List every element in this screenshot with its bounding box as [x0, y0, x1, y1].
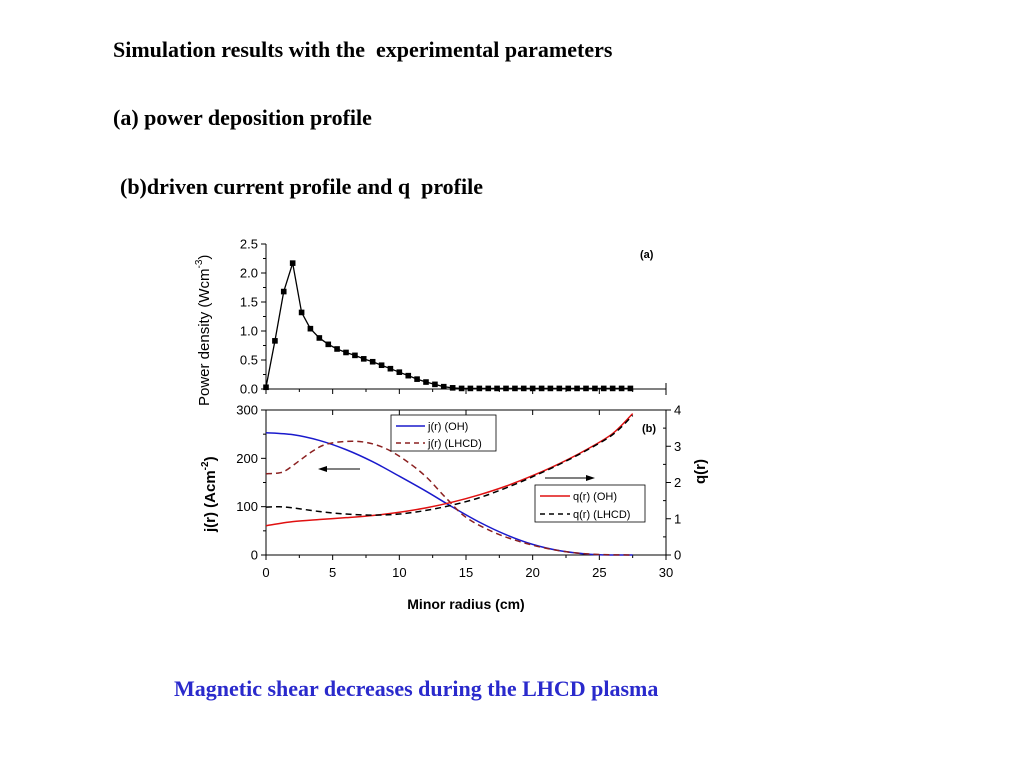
panel-a-data-point: [574, 385, 580, 392]
legend-j: j(r) (OH) j(r) (LHCD): [390, 414, 497, 452]
panel-a-y-axis-label: Power density (Wcm-3): [194, 255, 213, 406]
panel-a-label: (a): [640, 249, 654, 261]
panel-a-data-point: [432, 381, 438, 388]
panel-a-y-label-close: ): [196, 255, 213, 260]
panel-a-y-tick-label: 1.0: [240, 324, 258, 339]
panel-a-data-point: [280, 288, 287, 295]
panel-b-y-label-main: j(r) (Acm: [202, 470, 219, 533]
panel-b-y2-tick-label: 1: [674, 511, 681, 526]
panel-a-data-point: [360, 356, 367, 362]
panel-a-y-label-main: Power density (Wcm: [196, 268, 213, 406]
panel-a-data-point: [405, 372, 412, 379]
panel-a-data-point: [476, 385, 483, 392]
panel-a-data-point: [449, 385, 456, 391]
panel-a-y-tick-label: 2.5: [240, 237, 258, 252]
heading-line-1: Simulation results with the experimental…: [113, 37, 613, 62]
panel-b-x-tick-label: 0: [262, 565, 269, 580]
panel-b-y-label-sup: -2: [200, 461, 211, 470]
panel-b-y-tick-label: 100: [236, 499, 258, 514]
legend-j-lhcd-label: j(r) (LHCD): [427, 438, 482, 450]
panel-a-data-point: [343, 349, 349, 356]
panel-a-data-point: [440, 383, 447, 390]
legend-q-lhcd-label: q(r) (LHCD): [573, 509, 630, 521]
panel-a-data-point: [503, 385, 509, 392]
panel-a-data-point: [334, 346, 340, 352]
panel-a-data-point: [485, 385, 492, 392]
panel-a-data-point: [414, 376, 420, 382]
panel-a-data-point: [618, 385, 625, 392]
panel-a-data-point: [289, 260, 296, 266]
heading-line-3: (b)driven current profile and q profile: [120, 174, 483, 199]
panel-a-data-point: [387, 365, 394, 372]
panel-b-y-axis-label: j(r) (Acm-2): [200, 456, 219, 533]
panel-a-data-point: [547, 385, 554, 392]
panel-a-y-tick-label: 0.0: [240, 382, 258, 397]
caption: Magnetic shear decreases during the LHCD…: [174, 676, 659, 701]
panel-a-data-point: [494, 385, 500, 392]
panel-b-y2-tick-label: 3: [674, 439, 681, 454]
legend-q-oh-label: q(r) (OH): [573, 491, 617, 503]
panel-b-y-tick-label: 300: [236, 403, 258, 418]
panel-a-data-point: [538, 385, 545, 392]
panel-a-series-line: [265, 262, 631, 390]
panel-a-data-point: [307, 325, 314, 332]
panel-b-y2-tick-label: 0: [674, 548, 681, 563]
legend-q: q(r) (OH) q(r) (LHCD): [534, 484, 646, 523]
panel-b-y-tick-label: 0: [251, 548, 258, 563]
panel-a-data-point: [263, 384, 269, 391]
arrow-left-annotation: [318, 466, 360, 472]
panel-a-data-point: [378, 362, 385, 369]
panel-a-data-point: [520, 385, 527, 392]
arrow-right-icon: [586, 475, 595, 481]
panel-a-data-point: [556, 385, 563, 392]
panel-b-y-label-close: ): [202, 456, 219, 461]
panel-a-data-point: [583, 385, 589, 392]
panel-b-x-tick-label: 15: [459, 565, 473, 580]
panel-a-data-point: [512, 385, 518, 392]
panel-a-data-point: [298, 309, 305, 316]
panel-b-x-tick-label: 25: [592, 565, 606, 580]
legend-j-oh-label: j(r) (OH): [427, 421, 468, 433]
panel-a-data-point: [627, 385, 634, 392]
panel-a-data-point: [272, 338, 278, 344]
panel-b: 0 100 200 300 0 1 2 3 4 0 5 10 15 20 25 30 (b) Minor …: [200, 403, 709, 613]
panel-a-data-point: [352, 352, 358, 359]
panel-a-data-point: [565, 385, 572, 392]
panel-b-y2-tick-label: 4: [674, 403, 681, 418]
panel-a-data-point: [396, 369, 403, 375]
panel-a-data-point: [609, 385, 616, 392]
panel-b-series-q-r-lhcd: [265, 414, 634, 516]
panel-b-y2-axis-label: q(r): [692, 459, 709, 484]
panel-a-data-point: [316, 335, 323, 341]
arrow-right-annotation: [545, 475, 595, 481]
panel-a-y-tick-label: 0.5: [240, 353, 258, 368]
heading-line-2: (a) power deposition profile: [113, 105, 372, 130]
panel-a-data-point: [529, 385, 536, 392]
panel-b-y2-tick-label: 2: [674, 475, 681, 490]
panel-a-data-point: [592, 385, 598, 392]
panel-a: 0.0 0.5 1.0 1.5 2.0 2.5 (a) Power density (Wc…: [194, 237, 667, 406]
panel-b-x-axis-label: Minor radius (cm): [407, 596, 524, 612]
panel-a-data-point: [600, 385, 607, 392]
panel-a-y-tick-label: 1.5: [240, 295, 258, 310]
panel-a-data-point: [423, 379, 429, 385]
panel-b-x-tick-label: 20: [525, 565, 539, 580]
panel-a-y-tick-label: 2.0: [240, 266, 258, 281]
panel-b-x-tick-label: 5: [329, 565, 336, 580]
panel-a-y-label-sup: -3: [194, 259, 205, 268]
panel-b-x-tick-label: 10: [392, 565, 406, 580]
panel-a-data-point: [458, 385, 465, 392]
panel-b-x-tick-label: 30: [659, 565, 673, 580]
arrow-left-icon: [318, 466, 327, 472]
panel-b-y-tick-label: 200: [236, 451, 258, 466]
panel-b-label: (b): [642, 423, 656, 435]
panel-b-series-j-r-lhcd: [265, 440, 633, 556]
panel-a-data-point: [325, 341, 332, 348]
panel-a-data-point: [467, 385, 474, 392]
panel-a-data-point: [369, 358, 376, 365]
